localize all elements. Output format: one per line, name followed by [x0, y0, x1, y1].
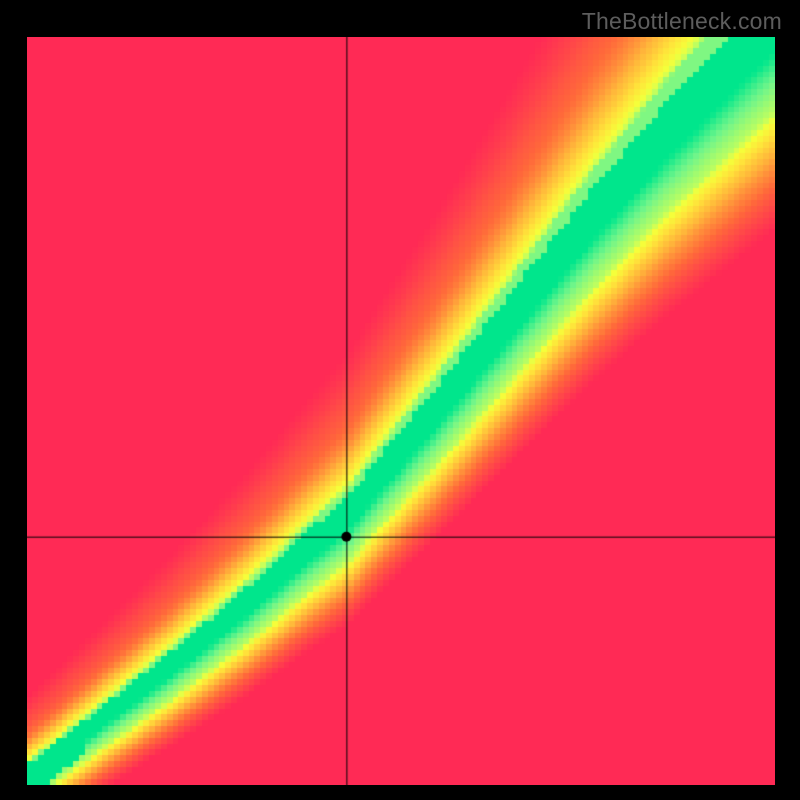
bottleneck-heatmap	[27, 37, 775, 785]
watermark-text: TheBottleneck.com	[582, 8, 782, 35]
chart-container: TheBottleneck.com	[0, 0, 800, 800]
